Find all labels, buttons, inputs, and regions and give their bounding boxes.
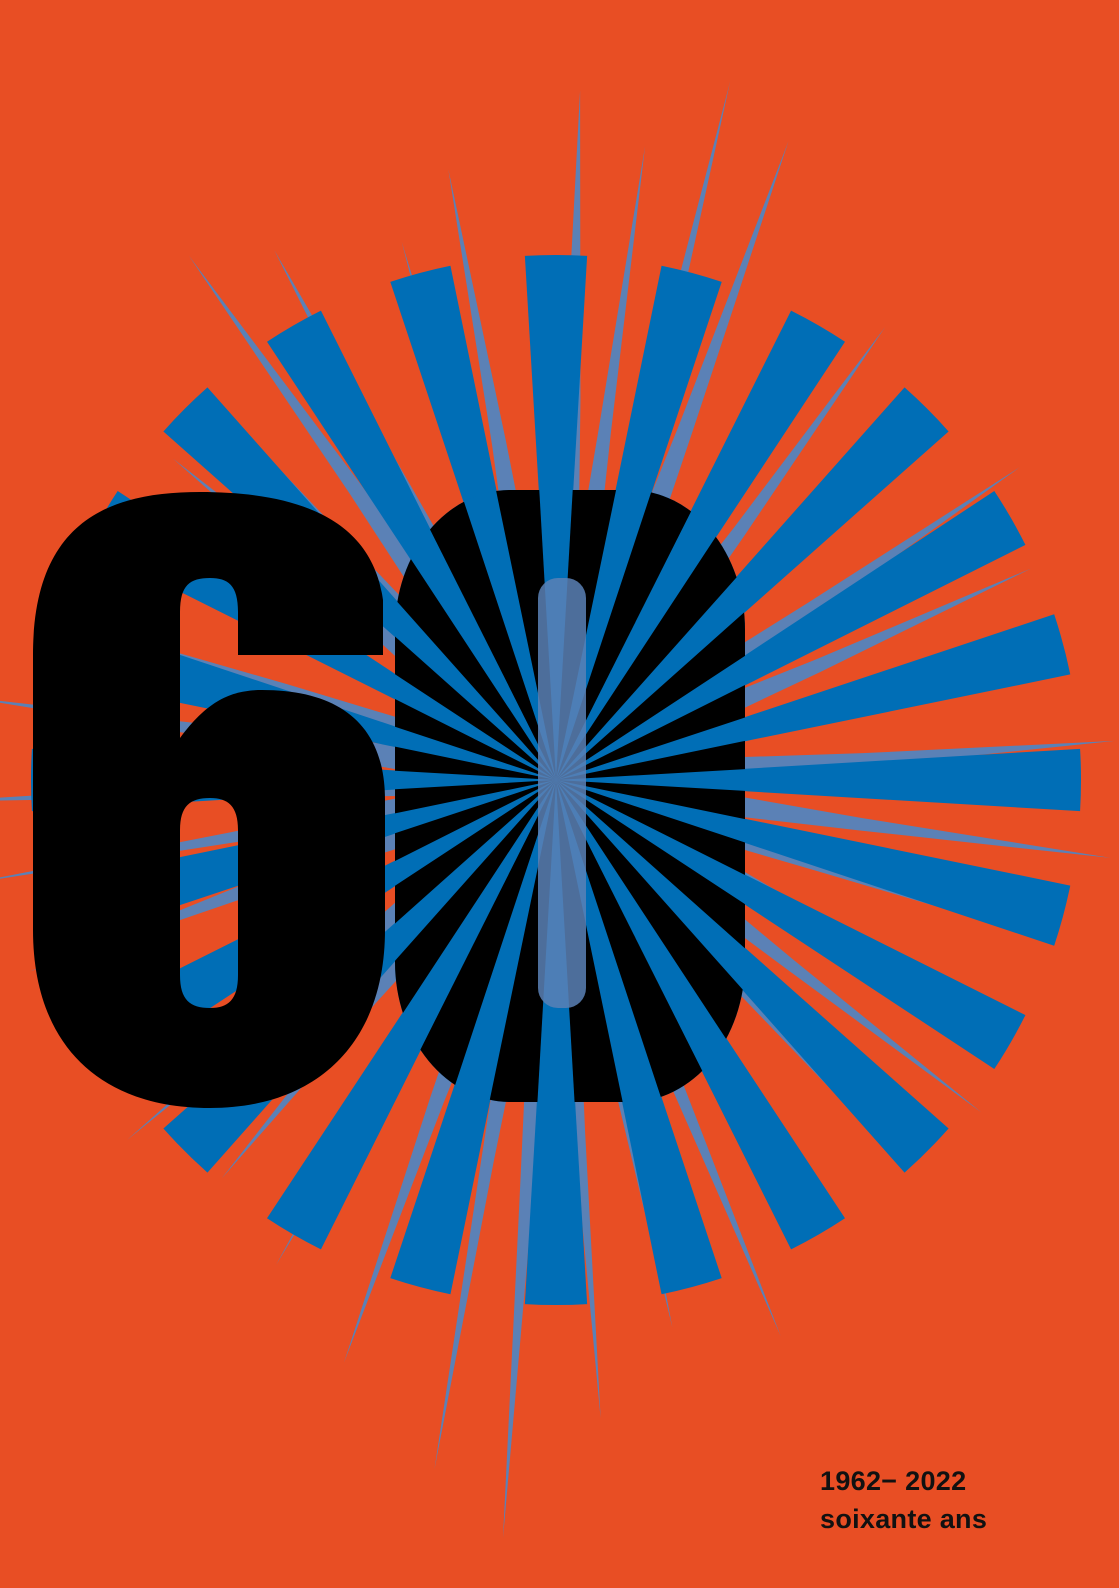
zero-ray-7 bbox=[556, 780, 745, 1014]
zero-ray-6 bbox=[556, 780, 745, 886]
zero-ray-20 bbox=[395, 490, 556, 780]
zero-counter bbox=[538, 578, 586, 1008]
zero-ray-9 bbox=[556, 780, 745, 1102]
zero-ray-8 bbox=[556, 780, 745, 1102]
zero-ray-3 bbox=[556, 490, 745, 780]
zero-ray-1 bbox=[556, 490, 745, 780]
zero-ray-21 bbox=[395, 490, 556, 780]
zero-ray-23 bbox=[450, 490, 556, 780]
zero-ray-14 bbox=[395, 780, 556, 1102]
zero-ray-4 bbox=[556, 546, 745, 780]
caption-block: 1962− 2022 soixante ans bbox=[820, 1462, 987, 1538]
zero-ray-19 bbox=[395, 546, 556, 780]
zero-ray-2 bbox=[556, 490, 745, 780]
zero-ray-15 bbox=[395, 780, 556, 1102]
zero-ray-18 bbox=[395, 674, 556, 780]
blue-ray-6 bbox=[595, 748, 1081, 812]
zero-ray-22 bbox=[395, 490, 556, 780]
zero-ray-17 bbox=[395, 780, 556, 886]
zero-ray-10 bbox=[556, 780, 745, 1102]
subtitle: soixante ans bbox=[820, 1504, 988, 1534]
zero-ray-13 bbox=[395, 780, 556, 1102]
zero-ray-5 bbox=[556, 674, 745, 780]
numeral-six bbox=[33, 492, 385, 1108]
numeral-zero-rays bbox=[395, 490, 745, 1102]
zero-ray-16 bbox=[395, 780, 556, 1014]
zero-ray-12 bbox=[450, 780, 556, 1102]
years-range: 1962− 2022 bbox=[820, 1466, 967, 1496]
